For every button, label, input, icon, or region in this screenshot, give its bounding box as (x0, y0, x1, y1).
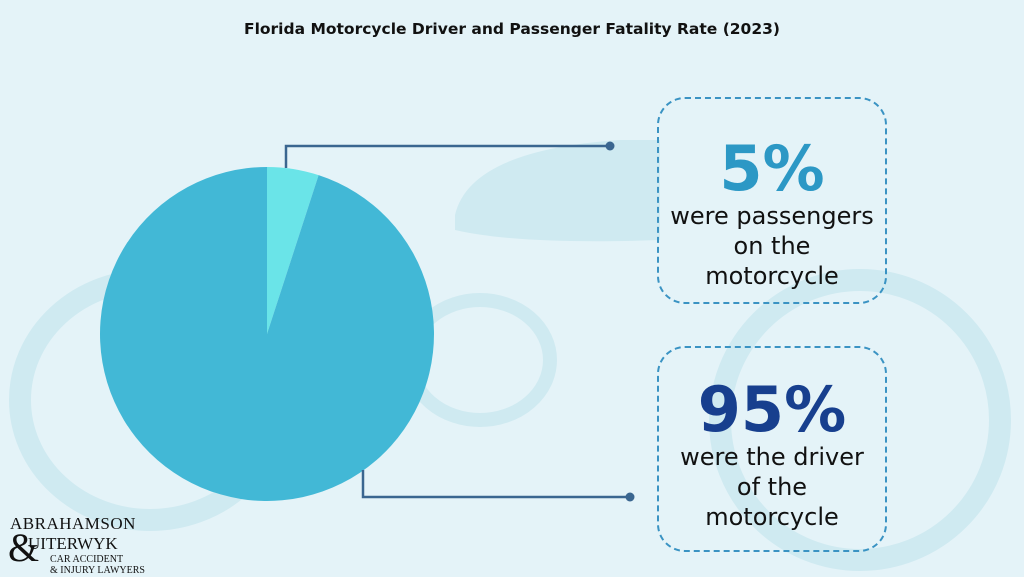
pie-slice-driver (99, 167, 434, 502)
callout-passengers: 5% were passengers on the motorcycle (657, 97, 887, 304)
passengers-percent: 5% (719, 132, 825, 205)
callout-driver: 95% were the driver of the motorcycle (657, 346, 887, 552)
connector-passengers (284, 141, 615, 168)
logo-ampersand: & (8, 525, 40, 570)
chart-title: Florida Motorcycle Driver and Passenger … (243, 20, 780, 38)
logo-line1: ABRAHAMSON (10, 514, 136, 533)
passengers-label: were passengers on the motorcycle (670, 202, 874, 290)
driver-label: were the driver of the motorcycle (680, 443, 864, 531)
logo-line3: CAR ACCIDENT (50, 554, 124, 565)
pie-chart (99, 167, 434, 502)
driver-percent: 95% (697, 373, 847, 446)
logo-line2: UITERWYK (28, 534, 118, 553)
company-logo: ABRAHAMSON & UITERWYK CAR ACCIDENT & INJ… (8, 514, 145, 576)
pie-slice-passengers (267, 167, 319, 334)
connector-driver (361, 470, 635, 502)
logo-line4: & INJURY LAWYERS (50, 565, 145, 576)
